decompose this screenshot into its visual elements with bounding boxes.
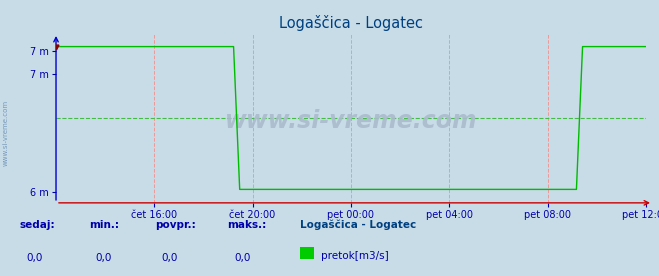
Text: Logaščica - Logatec: Logaščica - Logatec [300,219,416,230]
Title: Logaščica - Logatec: Logaščica - Logatec [279,15,423,31]
Text: 0,0: 0,0 [161,253,178,263]
Text: maks.:: maks.: [227,220,267,230]
Text: 0,0: 0,0 [234,253,250,263]
Text: 0,0: 0,0 [96,253,112,263]
Text: pretok[m3/s]: pretok[m3/s] [321,251,389,261]
Text: sedaj:: sedaj: [20,220,55,230]
Text: min.:: min.: [89,220,119,230]
Text: www.si-vreme.com: www.si-vreme.com [3,99,9,166]
Text: povpr.:: povpr.: [155,220,196,230]
Text: www.si-vreme.com: www.si-vreme.com [225,109,477,133]
Text: 0,0: 0,0 [26,253,43,263]
